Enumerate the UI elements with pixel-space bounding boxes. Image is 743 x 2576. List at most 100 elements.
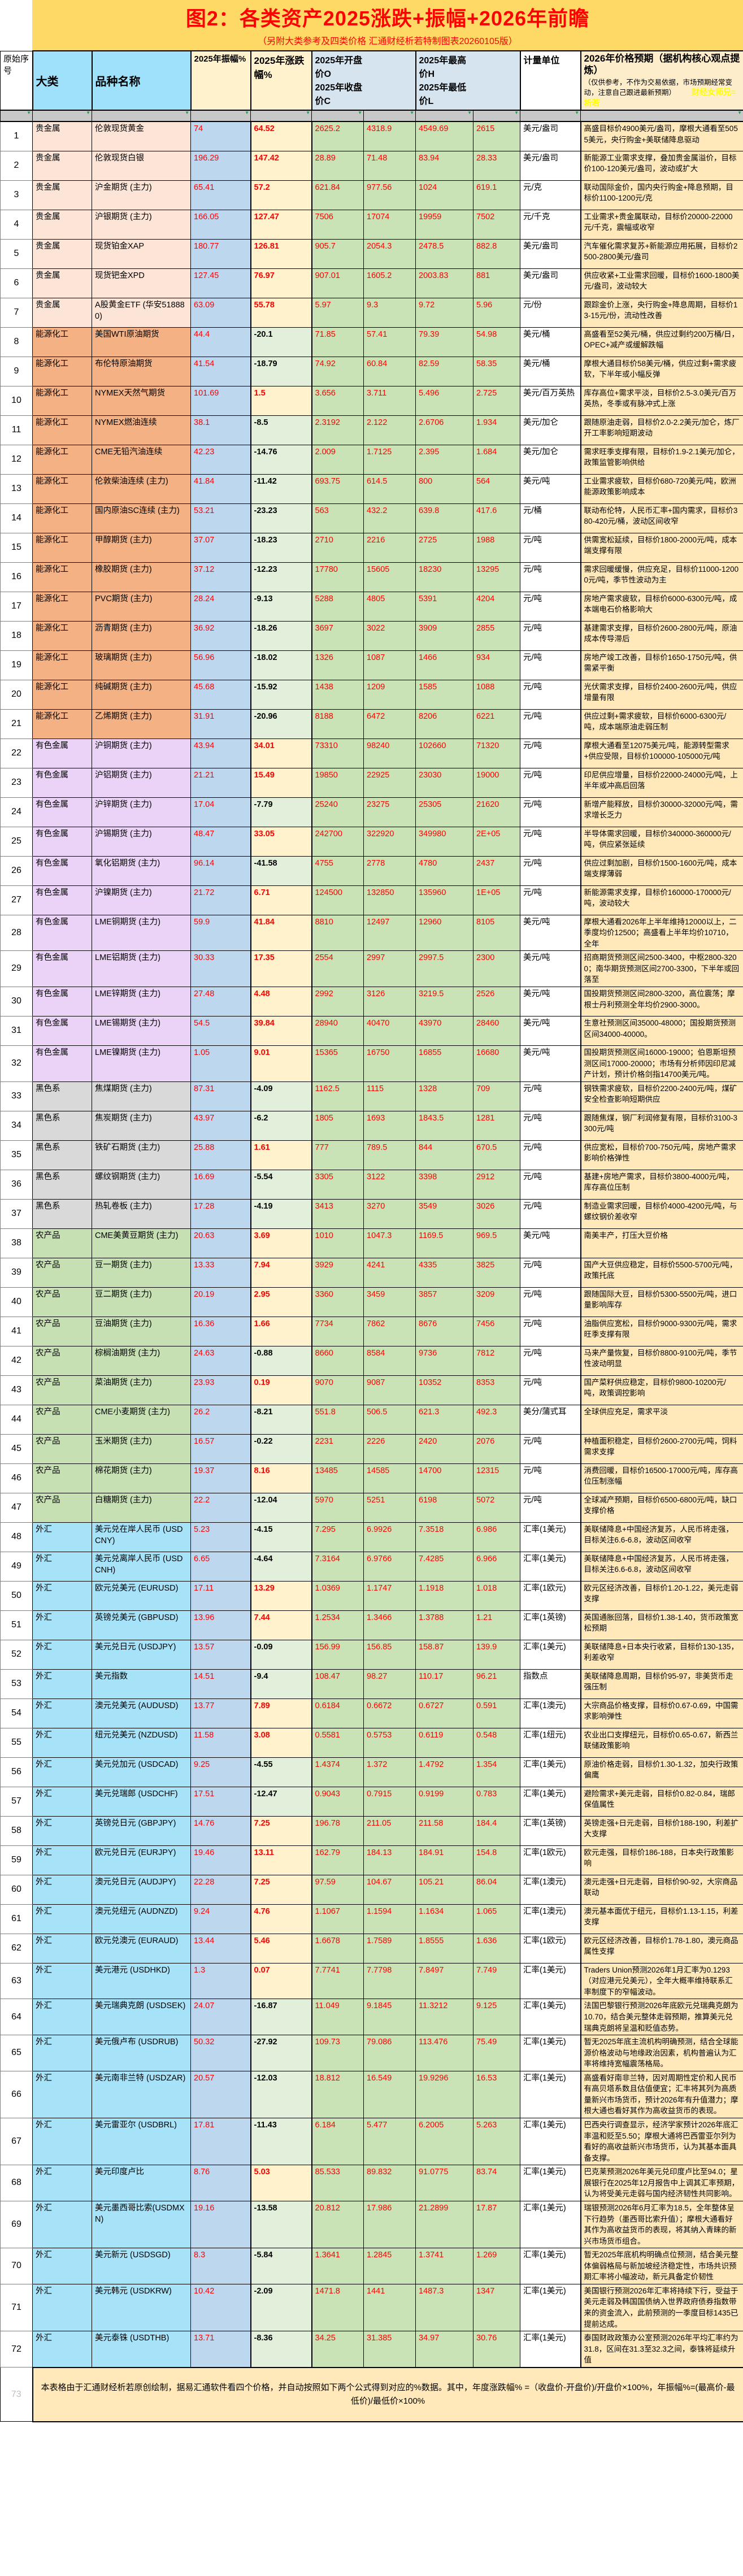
row-number: 27	[0, 885, 33, 915]
amplitude-cell: 22.28	[190, 1874, 251, 1905]
unit-cell: 元/吨	[520, 620, 581, 651]
filter-funnel-icon[interactable]: ▼	[467, 110, 472, 116]
filter-funnel-icon[interactable]: ▼	[514, 110, 519, 116]
filter-funnel-icon[interactable]: ▼	[245, 110, 249, 116]
open-price-cell: 97.59	[311, 1874, 364, 1905]
filter-funnel-icon[interactable]: ▼	[27, 110, 31, 116]
header-close: 2025年收盘价C	[315, 83, 363, 106]
high-price-cell: 2478.5	[415, 238, 473, 269]
change-cell: -8.21	[250, 1404, 312, 1435]
category-cell: 外汇	[32, 2331, 92, 2368]
open-price-cell: 3.656	[311, 385, 364, 416]
close-price-cell: 0.6672	[363, 1698, 416, 1728]
high-price-cell: 3398	[415, 1169, 473, 1200]
unit-cell: 美元/桶	[520, 356, 581, 386]
product-name-cell: 美元俄卢布 (USDRUB)	[92, 2035, 191, 2071]
filter-funnel-icon[interactable]: ▼	[410, 110, 414, 116]
product-name-cell: 棉花期货 (主力)	[92, 1463, 191, 1493]
row-number: 9	[0, 356, 33, 386]
amplitude-cell: 38.1	[190, 415, 251, 445]
product-name-cell: 螺纹钢期货 (主力)	[92, 1169, 191, 1200]
row-number: 62	[0, 1933, 33, 1964]
table-row: 6 贵金属 现货钯金XPD 127.45 76.97 907.01 1605.2 2003.8…	[0, 268, 743, 298]
change-cell: -8.5	[250, 415, 312, 445]
category-cell: 外汇	[32, 1757, 92, 1787]
change-cell: -0.22	[250, 1433, 312, 1464]
product-name-cell: 焦炭期货 (主力)	[92, 1110, 191, 1141]
table-row: 3 贵金属 沪金期货 (主力) 65.41 57.2 621.84 977.56 1024 61…	[0, 180, 743, 210]
filter-funnel-icon[interactable]: ▼	[358, 110, 362, 116]
change-cell: -12.04	[250, 1492, 312, 1523]
filter-funnel-icon[interactable]: ▼	[575, 110, 580, 116]
filter-funnel-icon[interactable]: ▼	[185, 110, 189, 116]
low-price-cell: 12315	[472, 1463, 521, 1493]
filter-cell: ▼	[415, 110, 473, 123]
category-cell: 能源化工	[32, 444, 92, 475]
forecast-note-cell: 高盛看至52美元/桶，供应过剩约200万桶/日，OPEC+减产或缓解跌幅	[580, 327, 743, 357]
row-number: 60	[0, 1874, 33, 1905]
open-price-cell: 2625.2	[311, 121, 364, 151]
category-cell: 外汇	[32, 1999, 92, 2036]
amplitude-cell: 5.23	[190, 1522, 251, 1552]
row-number: 34	[0, 1110, 33, 1141]
close-price-cell: 7.7798	[363, 1962, 416, 2000]
high-price-cell: 5.496	[415, 385, 473, 416]
header-row: 原始序号 大类 品种名称 2025年振幅% 2025年涨跌幅% 2025年开盘价…	[0, 50, 743, 111]
table-row: 45 农产品 玉米期货 (主力) 16.57 -0.22 2231 2226 2420 2076…	[0, 1433, 743, 1464]
category-cell: 外汇	[32, 2118, 92, 2166]
product-name-cell: 美元泰铢 (USDTHB)	[92, 2331, 191, 2368]
amplitude-cell: 127.45	[190, 268, 251, 298]
amplitude-cell: 41.84	[190, 474, 251, 504]
table-row: 37 黑色系 热轧卷板 (主力) 17.28 -4.19 3413 3270 3549 3026…	[0, 1198, 743, 1229]
category-cell: 有色金属	[32, 885, 92, 915]
title-band: 图2：各类资产2025涨跌+振幅+2026年前瞻 （另附大类参考及四类价格 汇通…	[0, 0, 743, 50]
table-row: 65 外汇 美元俄卢布 (USDRUB) 50.32 -27.92 109.73 79.08…	[0, 2035, 743, 2071]
product-name-cell: LME镍期货 (主力)	[92, 1045, 191, 1082]
filter-funnel-icon[interactable]: ▼	[306, 110, 310, 116]
unit-cell: 汇率(1美元)	[520, 2283, 581, 2332]
forecast-note-cell: 法国巴黎银行预测2026年底欧元兑瑞典克朗为10.70，结合美元整体走弱预期，推…	[580, 1999, 743, 2036]
high-price-cell: 21.2899	[415, 2200, 473, 2249]
category-cell: 农产品	[32, 1463, 92, 1493]
table-row: 48 外汇 美元兑在岸人民币 (USDCNY) 5.23 -4.15 7.295 6.992…	[0, 1522, 743, 1552]
table-row: 16 能源化工 橡胶期货 (主力) 37.12 -12.23 17780 15605 1823…	[0, 562, 743, 592]
category-cell: 能源化工	[32, 620, 92, 651]
change-cell: 4.76	[250, 1904, 312, 1934]
forecast-note: （仅供参考，不作为交易依据，市场预期经常变动，注意自己跟进最新预期） 财经女师兄=…	[584, 78, 736, 108]
product-name-cell: 沪镍期货 (主力)	[92, 885, 191, 915]
open-price-cell: 7.295	[311, 1522, 364, 1552]
row-number: 70	[0, 2248, 33, 2284]
forecast-note-cell: 房地产需求疲软，目标价6000-6300元/吨，成本端电石价格影响大	[580, 591, 743, 622]
category-cell: 有色金属	[32, 797, 92, 827]
forecast-note-cell: 油脂供应宽松，目标价9000-9300元/吨，需求旺季支撑有限	[580, 1316, 743, 1346]
row-number: 53	[0, 1669, 33, 1699]
close-price-cell: 9087	[363, 1375, 416, 1405]
category-cell: 外汇	[32, 1669, 92, 1699]
close-price-cell: 71.48	[363, 150, 416, 181]
unit-cell: 汇率(1美元)	[520, 2165, 581, 2201]
amplitude-cell: 20.57	[190, 2070, 251, 2119]
category-cell: 外汇	[32, 1727, 92, 1758]
low-price-cell: 28460	[472, 1016, 521, 1046]
table-row: 68 外汇 美元印度卢比 8.76 5.03 85.533 89.832 91.0775 83.…	[0, 2165, 743, 2201]
table-row: 50 外汇 欧元兑美元 (EURUSD) 17.11 13.29 1.0369 1.1747…	[0, 1580, 743, 1611]
filter-funnel-icon[interactable]: ▼	[86, 110, 90, 116]
low-price-cell: 16.53	[472, 2070, 521, 2119]
table-row: 69 外汇 美元墨西哥比索(USDMXN) 19.16 -13.58 20.812 17.9…	[0, 2200, 743, 2249]
close-price-cell: 4805	[363, 591, 416, 622]
filter-funnel-icon[interactable]: ▼	[737, 110, 742, 116]
unit-cell: 元/吨	[520, 1433, 581, 1464]
unit-cell: 元/吨	[520, 650, 581, 680]
category-cell: 外汇	[32, 2070, 92, 2119]
amplitude-cell: 17.51	[190, 1786, 251, 1817]
category-cell: 贵金属	[32, 121, 92, 151]
open-price-cell: 621.84	[311, 180, 364, 210]
amplitude-cell: 16.36	[190, 1316, 251, 1346]
category-cell: 外汇	[32, 1698, 92, 1728]
filter-cell: ▼	[311, 110, 364, 123]
table-row: 49 外汇 美元兑离岸人民币 (USDCNH) 6.65 -4.64 7.3164 6.97…	[0, 1551, 743, 1582]
change-cell: -12.03	[250, 2070, 312, 2119]
forecast-note-cell: 英镑走强+日元走弱，目标价188-190，利差扩大支撑	[580, 1815, 743, 1846]
product-name-cell: 沪金期货 (主力)	[92, 180, 191, 210]
high-price-cell: 25305	[415, 797, 473, 827]
